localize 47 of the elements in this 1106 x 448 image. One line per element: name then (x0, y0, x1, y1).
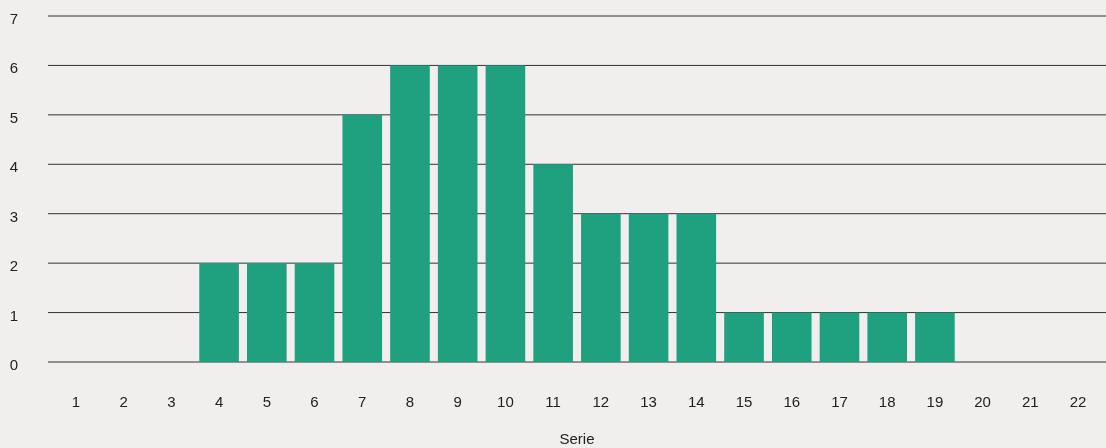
x-tick-label: 10 (497, 393, 514, 410)
x-tick-label: 8 (405, 393, 415, 410)
bar (247, 263, 287, 362)
x-tick-label: 4 (214, 393, 224, 410)
x-tick-label: 6 (310, 393, 319, 410)
bar (390, 65, 430, 362)
bar (724, 312, 764, 362)
x-tick-label: 7 (358, 393, 367, 410)
bar (533, 164, 573, 362)
bar (628, 213, 669, 362)
y-tick-label: 7 (9, 10, 19, 27)
x-tick-label: 16 (783, 393, 801, 410)
bar (485, 65, 526, 362)
bar (819, 312, 860, 362)
x-tick-label: 13 (640, 393, 657, 410)
x-tick-label: 3 (167, 393, 176, 410)
bar (915, 312, 955, 362)
x-tick-label: 19 (926, 393, 944, 410)
x-tick-label: 12 (592, 393, 610, 410)
y-tick-label: 6 (9, 59, 19, 77)
x-axis-title: Serie (559, 430, 595, 447)
x-tick-label: 2 (119, 393, 128, 410)
bar (867, 312, 907, 362)
x-tick-label: 14 (687, 393, 705, 410)
x-tick-label: 5 (262, 393, 271, 410)
y-tick-label: 5 (9, 108, 19, 126)
bar (199, 263, 239, 362)
x-tick-label: 18 (878, 393, 896, 410)
y-tick-label: 2 (9, 257, 19, 275)
x-tick-label: 20 (974, 393, 991, 410)
x-tick-label: 11 (545, 393, 561, 410)
bar (676, 213, 717, 362)
y-tick-label: 1 (9, 306, 19, 324)
y-tick-label: 0 (9, 356, 19, 373)
x-tick-label: 9 (453, 393, 462, 410)
bar (437, 65, 478, 362)
x-tick-label: 22 (1069, 393, 1087, 410)
bar (771, 312, 812, 362)
bar (294, 263, 335, 362)
bar (342, 114, 383, 362)
x-tick-label: 15 (735, 393, 753, 410)
y-tick-label: 4 (9, 158, 19, 176)
x-tick-label: 17 (831, 393, 848, 410)
y-tick-label: 3 (9, 207, 19, 225)
x-tick-label: 21 (1022, 393, 1039, 410)
x-tick-label: 1 (71, 393, 81, 410)
bar (581, 213, 621, 362)
